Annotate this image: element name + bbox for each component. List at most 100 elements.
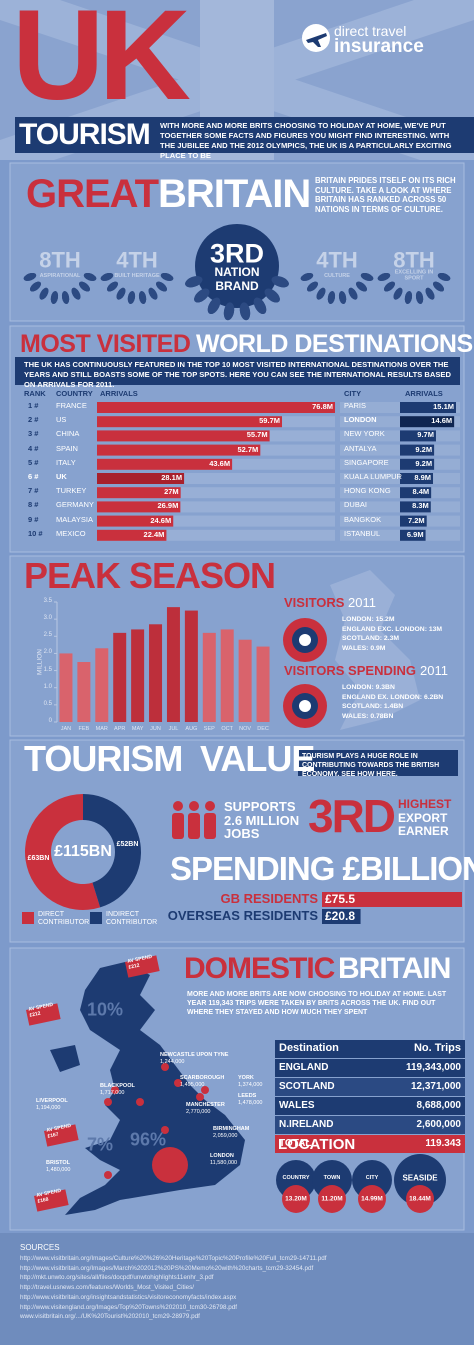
axis-label: MILLION xyxy=(36,648,44,676)
source-link: http://mkt.unwto.org/sites/all/files/doc… xyxy=(20,1274,214,1282)
row-bg xyxy=(97,501,335,513)
location-value: 18.44M xyxy=(409,1195,431,1203)
source-link: http://travel.usnews.com/features/Worlds… xyxy=(20,1284,195,1292)
bar xyxy=(400,515,427,527)
rank: 3RD xyxy=(209,238,265,269)
bar xyxy=(322,892,462,907)
person-body xyxy=(188,813,200,839)
row-bg xyxy=(97,487,335,499)
table-cell: 12,371,000 xyxy=(410,1081,461,1092)
bar xyxy=(97,515,174,527)
city: DUBAI xyxy=(344,500,367,510)
country: MEXICO xyxy=(56,528,86,538)
x-tick-label: FEB xyxy=(78,725,90,732)
table-cell: 2,600,000 xyxy=(416,1119,462,1130)
laurel-leaf xyxy=(415,291,424,304)
laurel-leaf xyxy=(185,276,203,288)
sub-title: VISITORS SPENDING xyxy=(284,663,416,678)
x-tick-label: MAY xyxy=(131,725,144,732)
location-value-bg xyxy=(282,1185,310,1213)
legend-swatch xyxy=(22,912,34,924)
person-head xyxy=(205,801,215,811)
city-value: 1,194,000 xyxy=(36,1104,61,1111)
table-cell: SCOTLAND xyxy=(279,1081,335,1092)
value-label: 27M xyxy=(164,487,179,497)
source-link: http://www.visitengland.org/Images/Top%2… xyxy=(20,1303,238,1311)
stat: WALES: 0.78BN xyxy=(342,712,394,720)
bar xyxy=(202,632,216,722)
stat: ENGLAND EX. LONDON: 6.2BN xyxy=(342,693,444,701)
sources-title: SOURCES xyxy=(20,1243,60,1252)
legend-swatch xyxy=(90,912,102,924)
city: HONG KONG xyxy=(344,486,391,496)
bar xyxy=(97,430,270,442)
rank: 7 # xyxy=(28,486,39,496)
city: LONDON xyxy=(344,415,377,425)
laurel-leaf xyxy=(300,272,314,281)
laurel-leaf xyxy=(156,281,167,292)
row-bg xyxy=(97,529,335,541)
laurel-leaf xyxy=(437,272,451,281)
bar xyxy=(97,416,283,428)
value-label: 8.9M xyxy=(414,473,431,482)
spend-tag xyxy=(43,1124,79,1147)
bar xyxy=(97,458,233,470)
value-label: 26.9M xyxy=(157,501,179,511)
value-label: £52BN xyxy=(116,841,139,849)
city-value: 1,495,000 xyxy=(180,1081,205,1088)
bar xyxy=(97,473,185,484)
city-value: 1,480,000 xyxy=(46,1166,71,1173)
rank-label: CULTURE xyxy=(324,272,350,279)
logo-text: insurance xyxy=(334,36,424,57)
city-name: YORK xyxy=(238,1075,254,1081)
value-label: 8.4M xyxy=(412,487,430,497)
table-row-bg xyxy=(275,1078,465,1096)
laurel-leaf xyxy=(338,291,347,304)
bar xyxy=(220,629,234,722)
rank: 8TH xyxy=(393,247,435,273)
value-label: 28.1M xyxy=(161,473,183,482)
location-value-bg xyxy=(358,1185,386,1213)
laurel-leaf xyxy=(30,281,41,292)
country: TURKEY xyxy=(56,486,87,496)
export-text: HIGHEST xyxy=(398,797,452,811)
value-label: 6.9M xyxy=(406,529,424,539)
value-label: £75.5 xyxy=(325,892,356,906)
city-dot xyxy=(201,1086,209,1094)
location-value-bg xyxy=(406,1185,434,1213)
logo-plane xyxy=(306,33,327,47)
bar xyxy=(256,646,270,722)
city-name: MANCHESTER xyxy=(186,1102,225,1108)
intro: WITH MORE AND MORE BRITS CHOOSING TO HOL… xyxy=(160,121,452,160)
country: ITALY xyxy=(56,457,76,467)
x-tick-label: JUL xyxy=(168,725,179,732)
bar xyxy=(97,529,167,541)
laurel-leaf xyxy=(194,288,210,303)
value-label: 9.2M xyxy=(415,458,433,468)
bar xyxy=(400,444,435,456)
row-bg xyxy=(97,473,335,484)
y-tick-label: 0 xyxy=(48,718,52,724)
bar xyxy=(400,458,435,470)
value-label: 59.7M xyxy=(259,416,280,426)
x-tick-label: MAR xyxy=(95,725,108,732)
rank-label: ASPIRATIONAL xyxy=(39,272,81,279)
badge xyxy=(195,224,279,308)
person-head xyxy=(189,801,199,811)
location-label: TOWN xyxy=(323,1174,341,1181)
laurel-leaf xyxy=(271,276,289,288)
x-tick-label: SEP xyxy=(203,725,215,732)
city-name: LONDON xyxy=(210,1153,234,1159)
city-dot xyxy=(104,1098,112,1106)
stat: LONDON: 15.2M xyxy=(342,616,395,623)
city-dot xyxy=(161,1126,169,1134)
rank: 10 # xyxy=(28,528,43,538)
laurel-leaf xyxy=(404,291,413,304)
bar xyxy=(97,487,181,499)
export-text: EXPORT EARNER xyxy=(398,811,449,838)
value-label: £20.8 xyxy=(325,909,356,923)
city: NEW YORK xyxy=(344,429,385,439)
city: KUALA LUMPUR xyxy=(344,472,402,481)
location-value: 11.20M xyxy=(321,1195,343,1203)
laurel-leaf xyxy=(39,287,49,300)
